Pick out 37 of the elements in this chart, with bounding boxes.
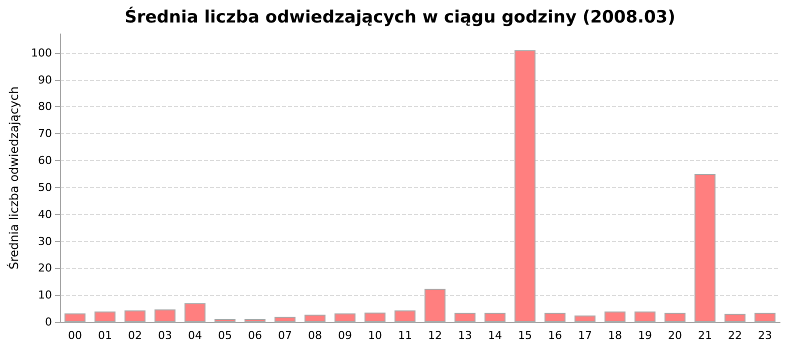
x-tick-label: 13 — [458, 329, 472, 342]
x-tick-label: 07 — [278, 329, 292, 342]
y-tick-label: 20 — [38, 262, 52, 275]
x-tick-label: 09 — [338, 329, 352, 342]
x-tick-label: 21 — [698, 329, 712, 342]
x-tick-label: 20 — [668, 329, 682, 342]
x-tick-label: 05 — [218, 329, 232, 342]
y-tick-label: 40 — [38, 208, 52, 221]
y-tick-label: 80 — [38, 100, 52, 114]
chart-title: Średnia liczba odwiedzających w ciągu godziny (2008.03) — [124, 6, 676, 28]
x-tick-label: 06 — [248, 329, 262, 342]
x-tick-label: 16 — [548, 329, 562, 342]
y-tick-label: 50 — [38, 180, 52, 194]
y-tick-label: 60 — [38, 154, 52, 168]
x-tick-label: 23 — [758, 329, 772, 342]
x-tick-label: 03 — [158, 329, 172, 342]
x-tick-label: 02 — [128, 329, 142, 342]
y-tick-label: 100 — [31, 46, 52, 60]
x-tick-label: 08 — [308, 329, 322, 342]
x-tick-label: 15 — [518, 329, 532, 342]
y-tick-label: 0 — [45, 316, 52, 328]
x-tick-label: 04 — [188, 329, 202, 342]
x-tick-label: 17 — [578, 329, 592, 342]
x-tick-label: 18 — [608, 329, 622, 342]
x-tick-label: 12 — [428, 329, 442, 342]
x-tick-label: 00 — [68, 329, 82, 342]
x-tick-label: 10 — [368, 329, 382, 342]
y-axis-title: Średnia liczba odwiedzających — [6, 86, 21, 270]
x-tick-label: 19 — [638, 329, 652, 342]
y-tick-label: 30 — [38, 234, 52, 248]
x-tick-label: 22 — [728, 329, 742, 342]
x-tick-label: 11 — [398, 329, 412, 342]
y-tick-label: 90 — [38, 73, 52, 86]
y-tick-label: 70 — [38, 127, 52, 140]
x-tick-label: 01 — [98, 329, 112, 342]
x-tick-label: 14 — [488, 329, 502, 342]
y-tick-label: 10 — [38, 288, 52, 302]
